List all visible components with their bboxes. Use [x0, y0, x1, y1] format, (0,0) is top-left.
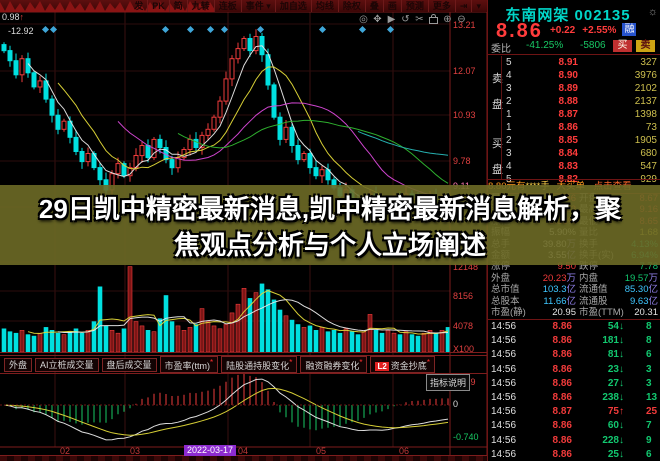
zoom-in-icon[interactable]: ⊕	[443, 14, 452, 25]
menu-item[interactable]: 除权	[339, 0, 366, 12]
bid-row[interactable]: 2 8.85 1905	[506, 135, 657, 146]
bid-row[interactable]: 3 8.84 680	[506, 148, 657, 159]
ask-row[interactable]: 3 8.89 2102	[506, 83, 657, 94]
undo-icon[interactable]: ↺	[401, 14, 410, 25]
weibi-row: 委比 -41.25% -5806 买 卖	[488, 40, 660, 55]
menu-item[interactable]: 简	[170, 0, 188, 12]
tick-list: 14:56 8.86 54↓ 8 14:56 8.86 181↓ 8 14:56 8.…	[488, 319, 660, 461]
field-row: 涨停 9.50 跌停 7.78	[491, 261, 658, 273]
indicator-tabs: 外盘 AI立桩成交量 盘后成交量 市盈率(ttm)* 陆股通持股变化* 融资融券变化* L2…	[0, 356, 454, 373]
chart-tools: ◎ ✥ ▶ ↺ ✂ ⊕ ⊖	[358, 13, 470, 26]
weibi-label: 委比	[491, 44, 511, 55]
zoom-out-icon[interactable]: ⊖	[457, 14, 466, 25]
price-row: 8.86 +0.22 +2.55% 融	[496, 20, 660, 42]
field-row: 外盘 20.23万 内盘 19.57万	[491, 272, 658, 284]
play-icon[interactable]: ▶	[387, 14, 396, 25]
ask-group: 卖 盘 5 8.91 327 4 8.90 3976 3 8.89 2102 2…	[488, 56, 660, 121]
banner-line-1: 29日凯中精密最新消息,凯中精密最新消息解析，聚	[38, 194, 622, 224]
ask-row[interactable]: 4 8.90 3976	[506, 70, 657, 81]
indicator-help-button[interactable]: 指标说明	[426, 374, 471, 391]
ask-row[interactable]: 2 8.88 2137	[506, 96, 657, 107]
cut-icon[interactable]: ✂	[415, 14, 424, 25]
sell-button[interactable]: 卖	[636, 40, 655, 52]
lock-icon[interactable]	[428, 12, 439, 28]
menu-item[interactable]: 加自选	[276, 0, 312, 12]
menu-items: 发 PK 简九转 连板 事件 ▾ 加自选 均线 除权叠画预测 更多 ⇥ ▾	[130, 0, 485, 12]
field-row: 市盈(静) 20.95 市盈(TTM) 20.31	[491, 306, 658, 318]
indicator-tab[interactable]: 陆股通持股变化*	[221, 356, 298, 373]
menu-item[interactable]: 九转	[188, 0, 215, 12]
date-tick: 05	[316, 446, 327, 456]
tick-row: 14:56 8.86 238↓ 13	[491, 391, 658, 403]
order-book: 卖 盘 5 8.91 327 4 8.90 3976 3 8.89 2102 2…	[488, 56, 660, 186]
ask-row[interactable]: 1 8.87 1398	[506, 109, 657, 120]
menu-item[interactable]: 事件 ▾	[242, 0, 276, 12]
banner-line-2: 焦观点分析与个人立场阐述	[173, 230, 486, 260]
menu-item[interactable]: 预测	[402, 0, 429, 12]
headline-banner: 29日凯中精密最新消息,凯中精密最新消息解析，聚 焦观点分析与个人立场阐述	[0, 185, 660, 265]
tick-row: 14:56 8.86 181↓ 8	[491, 335, 652, 347]
bid-row[interactable]: 4 8.83 547	[506, 161, 657, 172]
indicator-tab[interactable]: 盘后成交量	[101, 357, 157, 372]
buy-button[interactable]: 买	[613, 40, 632, 52]
tick-row: 14:56 8.86 27↓ 3	[491, 377, 652, 389]
menu-trailing-icon[interactable]: ⇥	[456, 0, 473, 12]
last-price: 8.86	[496, 20, 543, 42]
up-arrow-icon: ↑	[19, 12, 25, 22]
red-sawtooth-decoration	[0, 1, 215, 12]
stock-title: 东南网架 002135	[505, 7, 631, 24]
weicha-value: -5806	[580, 40, 606, 51]
gear-icon[interactable]: ☼	[647, 6, 658, 18]
tick-row: 14:56 8.87 75↑ 25	[491, 406, 658, 418]
overlay-second-value: -12.92	[8, 26, 34, 36]
bid-group: 买 盘 1 8.86 73 2 8.85 1905 3 8.84 680 4 8…	[488, 121, 660, 186]
date-tick: 02	[60, 446, 71, 456]
date-axis: 2022-03-17 02 03 04 05 06	[0, 445, 450, 457]
date-tick: 06	[399, 446, 410, 456]
field-row: 总股本 11.66亿 流通股 9.63亿	[491, 295, 658, 307]
tick-row: 14:56 8.86 228↓ 9	[491, 434, 652, 446]
tick-row: 14:56 8.86 23↓ 3	[491, 363, 652, 375]
price-change-pct: +2.55%	[582, 25, 617, 36]
margin-badge: 融	[622, 23, 637, 36]
menu-item[interactable]: 均线	[312, 0, 339, 12]
menu-trailing-icon[interactable]: ▾	[476, 1, 481, 11]
weibi-value: -41.25%	[526, 40, 564, 51]
overlay-top-value: 0.98↑	[2, 12, 25, 22]
order-book-divider	[501, 56, 502, 179]
menu-item[interactable]: 更多	[429, 0, 456, 12]
menu-item[interactable]: 连板	[215, 0, 242, 12]
date-tick: 04	[238, 446, 249, 456]
tick-row: 14:56 8.86 54↓ 8	[491, 321, 652, 332]
menu-item[interactable]: 叠	[366, 0, 384, 12]
indicator-tab[interactable]: 融资融券变化*	[300, 356, 368, 373]
date-highlight-chip[interactable]: 2022-03-17	[184, 445, 237, 456]
top-menubar: 发 PK 简九转 连板 事件 ▾ 加自选 均线 除权叠画预测 更多 ⇥ ▾	[0, 0, 487, 12]
ask-row[interactable]: 5 8.91 327	[506, 57, 657, 68]
menu-item[interactable]: PK	[148, 0, 170, 12]
indicator-tab[interactable]: L2 资金抄底*	[370, 356, 435, 373]
tick-row: 14:56 8.86 60↓ 7	[491, 420, 652, 432]
menu-item[interactable]: 画	[384, 0, 402, 12]
bottom-strip	[0, 456, 660, 461]
target-icon[interactable]: ◎	[359, 14, 368, 25]
field-row: 总市值 103.3亿 流通值 85.30亿	[491, 284, 658, 296]
date-tick: 03	[130, 446, 141, 456]
indicator-tab[interactable]: 市盈率(ttm)*	[159, 356, 219, 373]
tick-row: 14:56 8.86 25↓ 6	[491, 448, 652, 460]
price-change: +0.22	[549, 25, 576, 36]
bid-row[interactable]: 1 8.86 73	[506, 122, 657, 133]
indicator-tab[interactable]: AI立桩成交量	[35, 357, 99, 372]
tick-row: 14:56 8.86 81↓ 6	[491, 349, 652, 361]
menu-item[interactable]: 发	[130, 0, 149, 12]
indicator-tab[interactable]: 外盘	[4, 357, 33, 372]
pan-hand-icon[interactable]: ✥	[373, 14, 382, 25]
